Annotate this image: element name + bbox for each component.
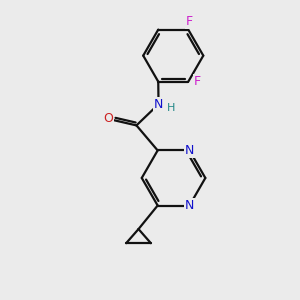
Text: N: N	[185, 144, 194, 157]
Text: N: N	[185, 199, 194, 212]
Text: H: H	[167, 103, 175, 113]
Text: F: F	[194, 75, 201, 88]
Text: N: N	[154, 98, 163, 111]
Text: F: F	[186, 15, 193, 28]
Text: O: O	[103, 112, 113, 125]
